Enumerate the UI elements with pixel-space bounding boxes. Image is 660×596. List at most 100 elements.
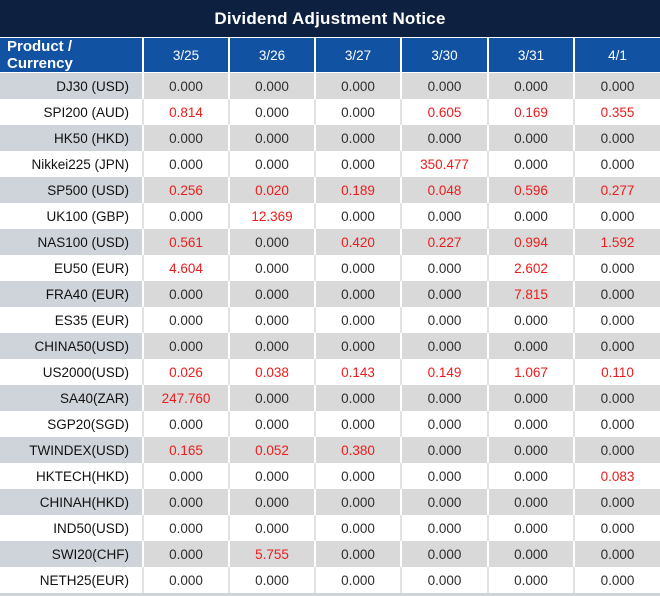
- dividend-value: 0.000: [573, 151, 660, 177]
- dividend-value: 0.048: [400, 177, 488, 203]
- dividend-value: 0.000: [487, 151, 574, 177]
- dividend-value: 0.000: [314, 333, 401, 359]
- dividend-value: 0.000: [400, 437, 488, 463]
- table-row: HK50 (HKD) 0.000 0.000 0.000 0.000 0.000 0.000: [0, 125, 660, 151]
- dividend-value: 0.000: [487, 385, 574, 411]
- product-label: SWI20(CHF): [0, 541, 143, 567]
- product-label: CHINAH(HKD): [0, 489, 143, 515]
- dividend-value: 0.000: [487, 411, 574, 437]
- product-label: CHINA50(USD): [0, 333, 143, 359]
- dividend-value: 0.000: [573, 281, 660, 307]
- dividend-value: 0.000: [573, 333, 660, 359]
- dividend-value: 0.000: [487, 307, 574, 333]
- product-label: HK50 (HKD): [0, 125, 143, 151]
- table-row: CHINAH(HKD) 0.000 0.000 0.000 0.000 0.000 0.00…: [0, 489, 660, 515]
- dividend-value: 0.000: [487, 333, 574, 359]
- dividend-value: 0.420: [314, 229, 401, 255]
- dividend-value: 0.000: [142, 515, 229, 541]
- product-label: EU50 (EUR): [0, 255, 143, 281]
- column-header-date: 3/27: [314, 38, 401, 73]
- dividend-value: 0.143: [314, 359, 401, 385]
- dividend-value: 0.189: [314, 177, 401, 203]
- dividend-value: 0.000: [400, 125, 488, 151]
- dividend-value: 0.000: [228, 255, 315, 281]
- dividend-value: 0.000: [228, 151, 315, 177]
- table-row: NETH25(EUR) 0.000 0.000 0.000 0.000 0.000 0.00…: [0, 567, 660, 593]
- dividend-value: 0.355: [573, 99, 660, 125]
- dividend-value: 0.000: [142, 125, 229, 151]
- dividend-value: 0.000: [573, 541, 660, 567]
- dividend-value: 0.000: [573, 411, 660, 437]
- dividend-value: 0.169: [487, 99, 574, 125]
- dividend-value: 0.000: [573, 125, 660, 151]
- page-title: Dividend Adjustment Notice: [0, 0, 660, 38]
- table-row: SP500 (USD) 0.256 0.020 0.189 0.048 0.596 0.27…: [0, 177, 660, 203]
- table-row: EU50 (EUR) 4.604 0.000 0.000 0.000 2.602 0.000: [0, 255, 660, 281]
- dividend-value: 0.000: [487, 567, 574, 593]
- dividend-value: 0.000: [314, 255, 401, 281]
- product-label: FRA40 (EUR): [0, 281, 143, 307]
- dividend-value: 0.000: [400, 333, 488, 359]
- dividend-value: 0.000: [228, 281, 315, 307]
- dividend-value: 0.000: [142, 567, 229, 593]
- dividend-value: 0.000: [142, 72, 229, 99]
- dividend-value: 0.000: [400, 255, 488, 281]
- dividend-value: 0.000: [142, 411, 229, 437]
- dividend-value: 0.256: [142, 177, 229, 203]
- dividend-value: 0.561: [142, 229, 229, 255]
- product-label: HKTECH(HKD): [0, 463, 143, 489]
- dividend-value: 0.000: [314, 515, 401, 541]
- dividend-value: 0.000: [314, 541, 401, 567]
- dividend-value: 0.000: [487, 125, 574, 151]
- dividend-value: 0.000: [400, 281, 488, 307]
- product-label: SA40(ZAR): [0, 385, 143, 411]
- dividend-value: 0.605: [400, 99, 488, 125]
- dividend-value: 0.000: [400, 541, 488, 567]
- dividend-value: 0.000: [573, 255, 660, 281]
- dividend-value: 0.000: [400, 385, 488, 411]
- dividend-value: 0.000: [314, 489, 401, 515]
- dividend-value: 0.000: [228, 489, 315, 515]
- table-row: NAS100 (USD) 0.561 0.000 0.420 0.227 0.994 1.5…: [0, 229, 660, 255]
- dividend-value: 4.604: [142, 255, 229, 281]
- dividend-value: 0.000: [573, 489, 660, 515]
- dividend-value: 0.000: [228, 385, 315, 411]
- dividend-value: 0.000: [228, 567, 315, 593]
- table-row: SPI200 (AUD) 0.814 0.000 0.000 0.605 0.169 0.3…: [0, 99, 660, 125]
- table-row: HKTECH(HKD) 0.000 0.000 0.000 0.000 0.000 0.08…: [0, 463, 660, 489]
- dividend-value: 0.000: [573, 203, 660, 229]
- dividend-value: 0.000: [487, 541, 574, 567]
- dividend-value: 0.000: [400, 463, 488, 489]
- dividend-value: 0.000: [142, 281, 229, 307]
- dividend-value: 0.000: [142, 463, 229, 489]
- dividend-value: 0.000: [314, 567, 401, 593]
- product-label: SGP20(SGD): [0, 411, 143, 437]
- dividend-value: 0.000: [573, 72, 660, 99]
- dividend-value: 0.000: [573, 385, 660, 411]
- product-label: Nikkei225 (JPN): [0, 151, 143, 177]
- dividend-value: 0.000: [228, 229, 315, 255]
- dividend-value: 0.000: [314, 151, 401, 177]
- dividend-value: 0.149: [400, 359, 488, 385]
- column-header-date: 3/30: [400, 38, 488, 73]
- dividend-value: 0.000: [487, 463, 574, 489]
- dividend-value: 0.000: [573, 567, 660, 593]
- dividend-value: 1.592: [573, 229, 660, 255]
- dividend-value: 0.000: [142, 203, 229, 229]
- product-label: ES35 (EUR): [0, 307, 143, 333]
- product-label: UK100 (GBP): [0, 203, 143, 229]
- dividend-value: 0.000: [400, 515, 488, 541]
- table-row: FRA40 (EUR) 0.000 0.000 0.000 0.000 7.815 0.00…: [0, 281, 660, 307]
- table-row: US2000(USD) 0.026 0.038 0.143 0.149 1.067 0.11…: [0, 359, 660, 385]
- dividend-value: 0.000: [314, 99, 401, 125]
- dividend-value: 0.227: [400, 229, 488, 255]
- dividend-value: 0.000: [314, 72, 401, 99]
- dividend-value: 0.380: [314, 437, 401, 463]
- dividend-value: 0.000: [400, 411, 488, 437]
- dividend-value: 1.067: [487, 359, 574, 385]
- table-row: SA40(ZAR) 247.760 0.000 0.000 0.000 0.000 0.00…: [0, 385, 660, 411]
- product-label: SPI200 (AUD): [0, 99, 143, 125]
- dividend-value: 0.000: [142, 541, 229, 567]
- dividend-value: 12.369: [228, 203, 315, 229]
- dividend-value: 0.000: [487, 203, 574, 229]
